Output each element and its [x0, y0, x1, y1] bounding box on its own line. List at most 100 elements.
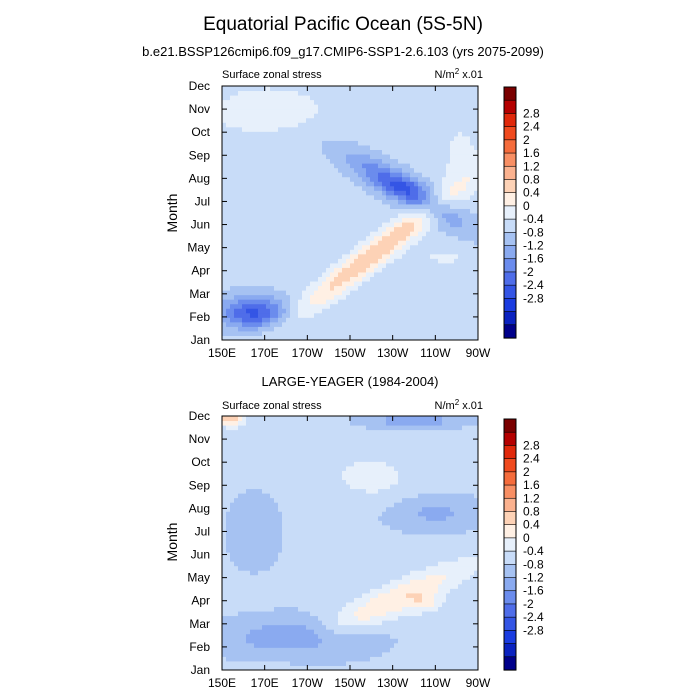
heatmap-cell	[262, 262, 267, 268]
heatmap-cell	[246, 131, 251, 137]
heatmap-cell	[350, 244, 355, 250]
heatmap-cell	[290, 140, 295, 146]
heatmap-cell	[262, 547, 267, 553]
heatmap-cell	[442, 86, 447, 92]
panel-1-subtitle: b.e21.BSSP126cmip6.f09_g17.CMIP6-SSP1-2.…	[142, 44, 544, 59]
heatmap-cell	[278, 588, 283, 594]
heatmap-cell	[278, 552, 283, 558]
heatmap-cell	[438, 131, 443, 137]
heatmap-cell	[226, 416, 231, 422]
heatmap-cell	[266, 285, 271, 291]
heatmap-cell	[414, 303, 419, 309]
heatmap-cell	[418, 185, 423, 191]
heatmap-cell	[442, 167, 447, 173]
heatmap-cell	[222, 253, 227, 259]
heatmap-cell	[326, 135, 331, 141]
heatmap-cell	[322, 303, 327, 309]
heatmap-cell	[326, 140, 331, 146]
heatmap-cell	[246, 547, 251, 553]
heatmap-cell	[314, 190, 319, 196]
heatmap-cell	[314, 330, 319, 336]
heatmap-cell	[350, 113, 355, 119]
heatmap-cell	[434, 271, 439, 277]
heatmap-cell	[322, 276, 327, 282]
heatmap-cell	[286, 281, 291, 287]
heatmap-cell	[250, 271, 255, 277]
heatmap-cell	[346, 86, 351, 92]
heatmap-cell	[378, 140, 383, 146]
heatmap-cell	[254, 579, 259, 585]
heatmap-cell	[414, 335, 419, 341]
heatmap-cell	[394, 99, 399, 105]
heatmap-cell	[398, 176, 403, 182]
heatmap-cell	[254, 601, 259, 607]
heatmap-cell	[398, 203, 403, 209]
heatmap-cell	[298, 244, 303, 250]
heatmap-cell	[298, 113, 303, 119]
heatmap-cell	[250, 479, 255, 485]
heatmap-cell	[242, 493, 247, 499]
heatmap-cell	[302, 163, 307, 169]
heatmap-cell	[282, 235, 287, 241]
heatmap-cell	[314, 597, 319, 603]
heatmap-cell	[358, 253, 363, 259]
heatmap-cell	[390, 321, 395, 327]
heatmap-cell	[474, 108, 479, 114]
heatmap-cell	[222, 583, 227, 589]
heatmap-cell	[286, 611, 291, 617]
heatmap-cell	[222, 647, 227, 653]
heatmap-cell	[238, 326, 243, 332]
heatmap-cell	[306, 135, 311, 141]
units-suffix: x.01	[459, 69, 483, 81]
heatmap-cell	[434, 172, 439, 178]
heatmap-cell	[458, 267, 463, 273]
heatmap-cell	[346, 117, 351, 123]
heatmap-cell	[314, 194, 319, 200]
heatmap-cell	[250, 434, 255, 440]
heatmap-cell	[306, 122, 311, 128]
heatmap-cell	[306, 117, 311, 123]
heatmap-cell	[374, 290, 379, 296]
heatmap-cell	[274, 131, 279, 137]
heatmap-cell	[418, 226, 423, 232]
heatmap-cell	[438, 317, 443, 323]
heatmap-cell	[294, 253, 299, 259]
heatmap-cell	[254, 199, 259, 205]
heatmap-cell	[266, 299, 271, 305]
heatmap-cell	[258, 579, 263, 585]
heatmap-cell	[250, 213, 255, 219]
heatmap-cell	[330, 299, 335, 305]
heatmap-cell	[418, 203, 423, 209]
heatmap-cell	[418, 117, 423, 123]
heatmap-cell	[346, 267, 351, 273]
heatmap-cell	[354, 99, 359, 105]
heatmap-cell	[314, 140, 319, 146]
heatmap-cell	[370, 99, 375, 105]
heatmap-cell	[318, 249, 323, 255]
heatmap-cell	[470, 226, 475, 232]
heatmap-cell	[286, 416, 291, 422]
heatmap-cell	[282, 104, 287, 110]
heatmap-cell	[242, 104, 247, 110]
heatmap-cell	[302, 574, 307, 580]
heatmap-cell	[246, 497, 251, 503]
heatmap-cell	[274, 335, 279, 341]
heatmap-cell	[434, 294, 439, 300]
heatmap-cell	[266, 122, 271, 128]
heatmap-cell	[446, 240, 451, 246]
heatmap-cell	[438, 104, 443, 110]
heatmap-cell	[374, 163, 379, 169]
heatmap-cell	[322, 203, 327, 209]
heatmap-cell	[422, 208, 427, 214]
heatmap-cell	[282, 461, 287, 467]
heatmap-cell	[394, 299, 399, 305]
heatmap-cell	[282, 203, 287, 209]
heatmap-cell	[278, 144, 283, 150]
heatmap-cell	[382, 285, 387, 291]
heatmap-cell	[262, 583, 267, 589]
heatmap-cell	[254, 556, 259, 562]
heatmap-cell	[394, 217, 399, 223]
heatmap-cell	[458, 158, 463, 164]
heatmap-cell	[374, 108, 379, 114]
heatmap-cell	[430, 104, 435, 110]
